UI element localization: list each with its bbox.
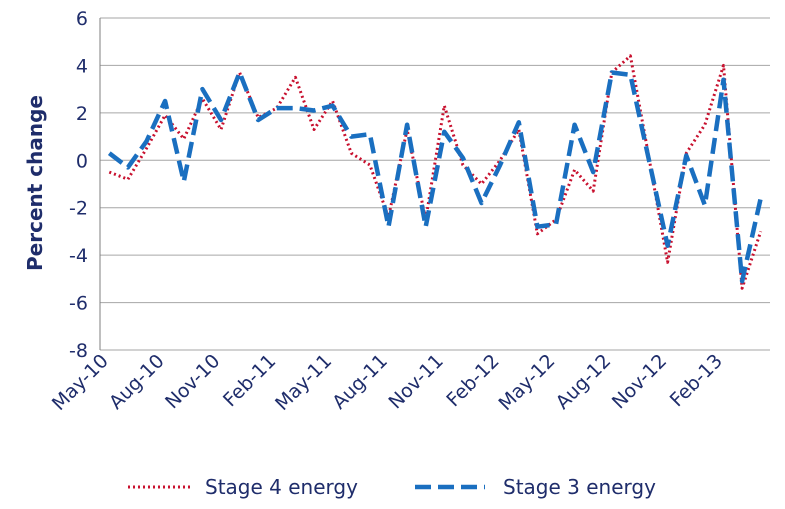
x-tick-label: Nov-11	[384, 350, 447, 413]
x-tick-label: Aug-11	[328, 350, 392, 414]
x-tick-label: Feb-13	[666, 350, 727, 411]
y-tick-label: 2	[76, 103, 88, 125]
legend: Stage 4 energy Stage 3 energy	[128, 475, 656, 499]
y-axis-title: Percent change	[23, 95, 47, 271]
x-tick-label: Aug-10	[105, 350, 169, 414]
series-lines	[109, 56, 760, 288]
y-tick-label: -6	[69, 293, 88, 315]
legend-label: Stage 4 energy	[205, 475, 358, 499]
x-tick-label: Feb-12	[442, 350, 503, 411]
x-tick-label: Nov-10	[161, 350, 224, 413]
y-tick-labels: -8 -6 -4 -2 0 2 4 6	[69, 8, 88, 362]
y-tick-label: 0	[76, 150, 88, 172]
y-tick-label: -4	[69, 245, 88, 267]
x-tick-label: May-11	[271, 350, 336, 415]
y-tick-label: 4	[76, 55, 88, 77]
y-tick-label: -8	[69, 340, 88, 362]
y-tick-label: 6	[76, 8, 88, 30]
x-tick-label: Feb-11	[219, 350, 280, 411]
x-tick-labels: May-10Aug-10Nov-10Feb-11May-11Aug-11Nov-…	[48, 350, 727, 415]
x-tick-label: Aug-12	[552, 350, 616, 414]
y-tick-label: -2	[69, 198, 88, 220]
legend-label: Stage 3 energy	[503, 475, 656, 499]
gridlines	[100, 18, 770, 350]
x-tick-label: May-12	[494, 350, 559, 415]
x-tick-label: Nov-12	[608, 350, 671, 413]
